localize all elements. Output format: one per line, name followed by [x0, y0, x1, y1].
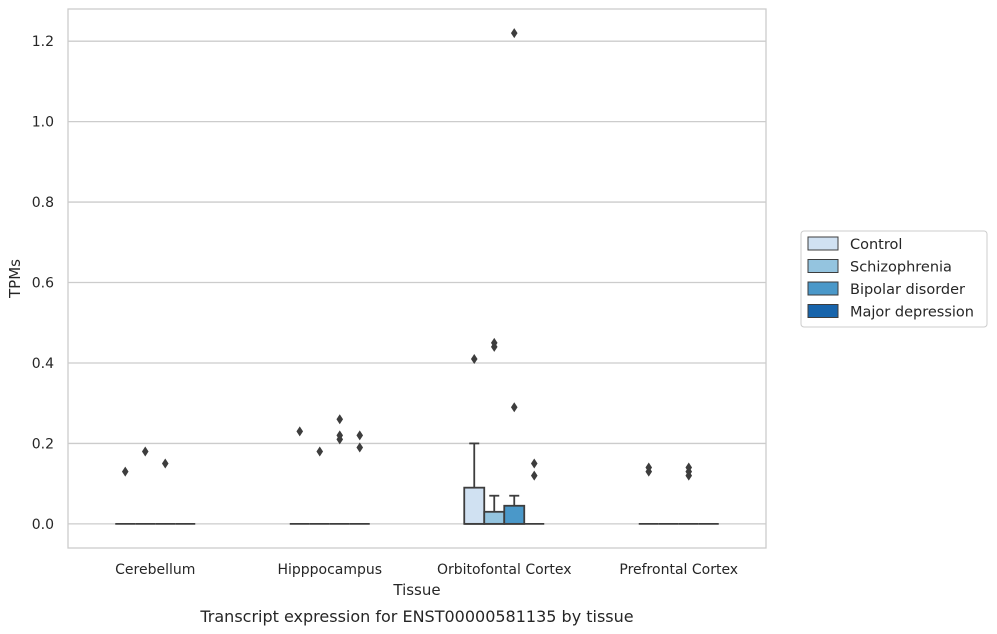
legend-swatch — [807, 304, 839, 318]
y-tick-label: 1.2 — [32, 34, 54, 50]
box-group — [678, 462, 699, 525]
y-tick-label: 1.0 — [32, 115, 54, 131]
box-group — [638, 462, 659, 525]
y-tick-label: 0.6 — [32, 276, 54, 292]
y-tick-label: 0.8 — [32, 195, 54, 211]
box-group — [503, 28, 526, 525]
box-group — [463, 353, 486, 525]
x-axis-label: Tissue — [392, 581, 440, 599]
y-tick-label: 0.2 — [32, 436, 54, 452]
y-tick-labels: 0.0 0.2 0.4 0.6 0.8 1.0 1.2 — [32, 34, 54, 533]
outlier-point — [296, 426, 304, 437]
box-rect — [463, 486, 486, 525]
outlier-point — [121, 466, 129, 477]
legend-swatch — [807, 281, 839, 296]
outlier-point — [490, 337, 498, 348]
x-tick-label: Prefrontal Cortex — [619, 562, 738, 578]
box-group — [289, 426, 310, 525]
box-group — [135, 446, 156, 525]
x-tick-label: Hipppocampus — [277, 562, 382, 578]
legend-swatch — [807, 259, 839, 273]
x-tick-labels: Cerebellum Hipppocampus Orbitofontal Corte… — [115, 562, 738, 578]
box-group — [155, 458, 176, 525]
y-tick-label: 0.4 — [32, 356, 54, 372]
box-plot-marks — [115, 28, 719, 525]
y-axis-label: TPMs — [6, 259, 24, 299]
outlier-point — [161, 458, 169, 469]
outlier-point — [141, 446, 149, 457]
outlier-point — [336, 430, 344, 441]
outlier-point — [685, 462, 693, 473]
box-rect — [503, 504, 526, 525]
legend-label: Bipolar disorder — [850, 282, 965, 298]
x-tick-label: Orbitofontal Cortex — [437, 562, 572, 578]
plot-frame — [67, 8, 767, 549]
box-group — [483, 337, 506, 525]
x-tick-label: Cerebellum — [115, 562, 195, 578]
legend-label: Control — [850, 237, 902, 253]
outlier-point — [356, 442, 364, 453]
box-rect — [483, 510, 506, 525]
box-group — [329, 414, 350, 525]
legend-label: Schizophrenia — [850, 260, 952, 276]
outlier-point — [316, 446, 324, 457]
box-group — [349, 430, 370, 525]
outlier-point — [530, 458, 538, 469]
outlier-point — [645, 462, 653, 473]
outlier-point — [356, 430, 364, 441]
outlier-point — [510, 28, 518, 39]
box-group — [115, 466, 136, 525]
outlier-point — [336, 414, 344, 425]
outlier-point — [530, 470, 538, 481]
y-tick-label: 0.0 — [32, 517, 54, 533]
legend: Control Schizophrenia Bipolar disorder Majo… — [800, 230, 988, 328]
outlier-point — [470, 353, 478, 364]
grid-lines — [68, 40, 766, 525]
outlier-point — [510, 402, 518, 413]
chart-caption: Transcript expression for ENST0000058113… — [199, 607, 633, 626]
legend-frame — [800, 230, 988, 328]
box-group — [309, 446, 330, 525]
legend-label: Major depression — [850, 305, 974, 321]
legend-swatch — [807, 236, 839, 251]
box-group — [524, 458, 545, 525]
